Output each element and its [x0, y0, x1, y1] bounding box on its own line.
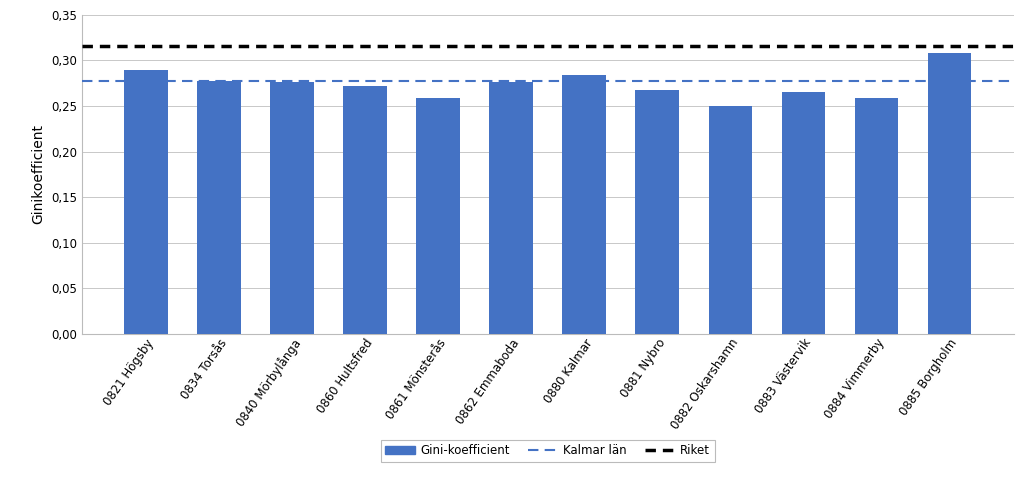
Legend: Gini-koefficient, Kalmar län, Riket: Gini-koefficient, Kalmar län, Riket	[381, 439, 715, 462]
Bar	[417, 98, 460, 334]
Bar	[928, 53, 972, 334]
Bar	[124, 70, 168, 334]
Bar	[562, 75, 606, 334]
Bar	[489, 82, 534, 334]
Y-axis label: Ginikoefficient: Ginikoefficient	[32, 124, 45, 224]
Bar	[343, 86, 387, 334]
Bar	[855, 98, 898, 334]
Bar	[781, 92, 825, 334]
Bar	[198, 82, 241, 334]
Bar	[636, 89, 679, 334]
Bar	[270, 82, 314, 334]
Bar	[709, 106, 753, 334]
